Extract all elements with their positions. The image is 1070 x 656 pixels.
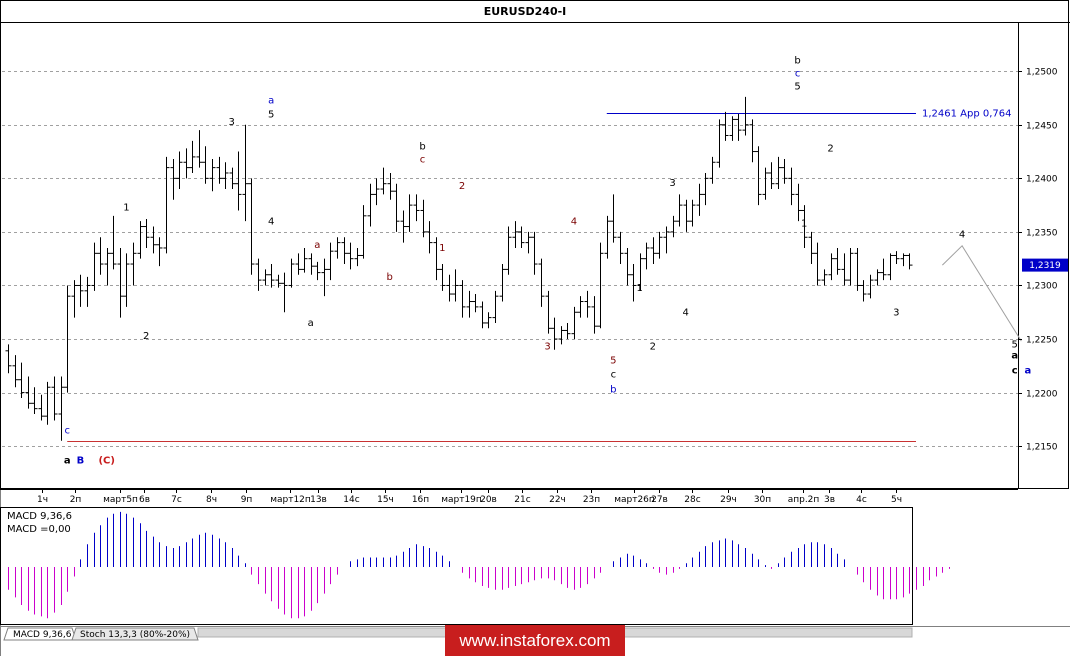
price-tick-label: 1,2250 — [1026, 336, 1058, 346]
price-grid — [2, 71, 1018, 447]
level-label: 1,2461 App 0,764 — [922, 109, 1012, 120]
time-tick-label: 9п — [241, 495, 253, 505]
wave-label: c — [795, 69, 801, 80]
wave-label: 3 — [669, 178, 675, 189]
watermark-badge: www.instaforex.com — [445, 625, 625, 656]
time-tick-label: 2п — [70, 495, 82, 505]
time-tick-label: март12п — [270, 495, 311, 505]
tab-macd-label: MACD 9,36,6 — [13, 630, 72, 640]
indicator-name: MACD 9,36,6 — [7, 511, 72, 522]
main-plot-frame — [0, 0, 1069, 489]
wave-label: 3 — [229, 117, 235, 128]
price-tick-label: 1,2200 — [1026, 390, 1058, 400]
time-tick-label: 15ч — [377, 495, 394, 505]
current-price-marker: 1,2319 — [1022, 258, 1068, 272]
wave-label: a — [308, 318, 314, 329]
time-tick-label: 7с — [171, 495, 182, 505]
wave-label: 1 — [801, 219, 807, 230]
price-tick-label: 1,2500 — [1026, 68, 1058, 78]
time-tick-label: март19п — [441, 495, 482, 505]
price-tick-label: 1,2450 — [1026, 122, 1058, 132]
wave-label: 4 — [268, 216, 274, 227]
wave-label: 1 — [636, 283, 642, 294]
current-price-label: 1,2319 — [1029, 261, 1061, 271]
time-tick-label: март5п — [103, 495, 138, 505]
time-tick-label: 14с — [343, 495, 359, 505]
time-tick-label: 6в — [139, 495, 150, 505]
wave-label: a — [268, 95, 274, 106]
price-axis: 1,2500 1,2450 1,2400 1,2350 1,2300 1,2250 1,22… — [1018, 68, 1058, 453]
wave-label: c — [420, 154, 426, 165]
wave-label: 5 — [794, 81, 800, 92]
wave-label: 2 — [143, 331, 149, 342]
time-tick-label: 13в — [310, 495, 327, 505]
time-tick-label: 20в — [480, 495, 497, 505]
tab-macd[interactable]: MACD 9,36,6 — [3, 627, 77, 641]
wave-label: b — [610, 385, 616, 396]
wave-label: 4 — [571, 216, 577, 227]
price-tick-label: 1,2300 — [1026, 282, 1058, 292]
time-tick-label: 21с — [514, 495, 530, 505]
wave-label: 2 — [827, 144, 833, 155]
chart-title: EURUSD240-I — [484, 5, 567, 18]
time-tick-label: 27в — [651, 495, 668, 505]
price-tick-label: 1,2350 — [1026, 229, 1058, 239]
price-tick-label: 1,2400 — [1026, 175, 1058, 185]
wave-label: a — [1011, 350, 1018, 361]
projection-line — [942, 245, 1022, 342]
wave-label: 3 — [893, 307, 899, 318]
time-tick-label: март26п — [614, 495, 655, 505]
time-tick-label: апр.2п — [788, 495, 820, 505]
wave-label: (C) — [98, 455, 114, 466]
time-tick-label: 28с — [684, 495, 700, 505]
macd-histogram — [8, 511, 950, 619]
wave-label: 2 — [650, 342, 656, 353]
wave-label: c — [611, 370, 617, 381]
time-tick-label: 5ч — [891, 495, 902, 505]
tab-stoch[interactable]: Stoch 13,3,3 (80%-20%) — [71, 627, 199, 641]
wave-label: c — [64, 425, 70, 436]
level-lines: 1,2461 App 0,764 — [67, 109, 1012, 442]
wave-label: c — [1012, 365, 1018, 376]
time-tick-label: 23п — [583, 495, 600, 505]
wave-label: 5 — [268, 109, 274, 120]
price-tick-label: 1,2150 — [1026, 443, 1058, 453]
wave-label: 3 — [544, 342, 550, 353]
time-tick-label: 3в — [824, 495, 835, 505]
wave-label: b — [386, 272, 392, 283]
wave-label: 2 — [459, 181, 465, 192]
wave-label: 4 — [959, 229, 965, 240]
indicator-value: MACD =0,00 — [7, 524, 71, 535]
candles — [5, 96, 913, 441]
time-axis: 1ч 2п март5п 6в 7с 8ч 9п март12п 13в 14с 15ч 16п мар… — [37, 489, 902, 505]
wave-label: a — [314, 240, 320, 251]
wave-label: 4 — [683, 307, 689, 318]
time-tick-label: 16п — [412, 495, 429, 505]
wave-label: 1 — [123, 202, 129, 213]
wave-label: 5 — [610, 356, 616, 367]
wave-label: b — [419, 141, 425, 152]
wave-label: 1 — [439, 243, 445, 254]
watermark-text: www.instaforex.com — [458, 631, 610, 650]
wave-label: 5 — [1012, 340, 1018, 351]
tab-stoch-label: Stoch 13,3,3 (80%-20%) — [80, 630, 190, 640]
wave-label: B — [77, 455, 85, 466]
time-tick-label: 22ч — [549, 495, 566, 505]
projection-path — [942, 245, 1022, 342]
time-tick-label: 29ч — [720, 495, 737, 505]
time-tick-label: 4с — [856, 495, 867, 505]
wave-label: a — [1025, 365, 1032, 376]
wave-label: a — [64, 455, 71, 466]
time-tick-label: 1ч — [37, 495, 48, 505]
wave-label: b — [794, 56, 800, 67]
time-tick-label: 8ч — [206, 495, 217, 505]
time-tick-label: 30п — [754, 495, 771, 505]
